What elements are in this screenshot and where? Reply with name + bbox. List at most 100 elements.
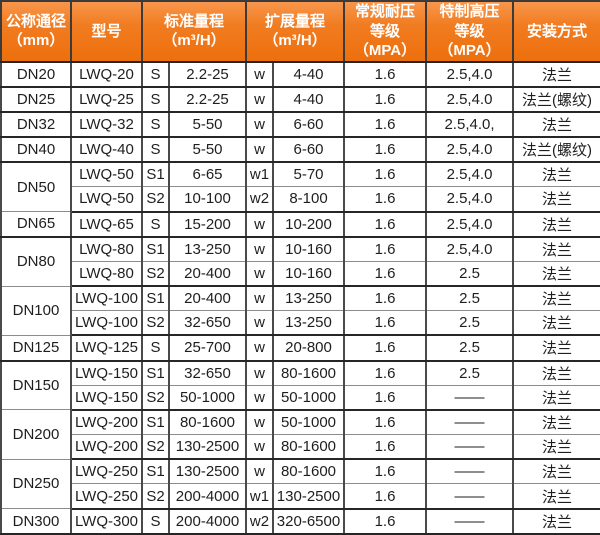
table-row: LWQ-80 S2 20-400 w 10-160 1.6 2.5 法兰 (1, 261, 600, 288)
cell-extended-code: w (245, 137, 274, 164)
cell-extended-code: w (245, 409, 274, 436)
cell-standard-code: S (141, 111, 170, 139)
table-row: DN200 LWQ-200 S1 80-1600 w 50-1000 1.6 —— 法兰 (0, 409, 600, 460)
cell-standard-range: 2.2-25 (168, 61, 247, 88)
cell-special-pressure: 2.5 (425, 360, 514, 386)
cell-extended-range: 130-2500 (272, 483, 345, 510)
cell-standard-range: 200-4000 (168, 483, 247, 510)
cell-standard-range: 20-400 (168, 286, 247, 312)
table-row: DN250 LWQ-250 S1 130-2500 w 80-1600 1.6 —— 法兰 (0, 459, 600, 510)
cell-install-method: 法兰 (512, 483, 600, 510)
header-row: 公称通径 （mm） 型号 标准量程 （m³/H） 扩展量程 （m³/H） 常规耐… (0, 0, 600, 63)
cell-standard-code: S2 (141, 434, 170, 461)
header-normal-pressure: 常规耐压 等级（MPA） (343, 0, 427, 63)
cell-special-pressure: 2.5 (425, 335, 514, 362)
cell-model: LWQ-40 (70, 137, 143, 164)
cell-special-pressure: —— (425, 459, 514, 485)
cell-standard-range: 20-400 (168, 261, 247, 288)
cell-nominal-diameter: DN300 (0, 508, 72, 535)
cell-nominal-diameter: DN50 (0, 162, 72, 213)
cell-nominal-diameter: DN80 (0, 236, 72, 287)
table-row: DN150 LWQ-150 S1 32-650 w 80-1600 1.6 2.5 法兰 (0, 360, 600, 411)
cell-extended-code: w2 (245, 508, 274, 535)
header-normal-pressure-line2: 等级（MPA） (353, 22, 417, 60)
cell-standard-code: S (141, 508, 170, 535)
cell-normal-pressure: 1.6 (343, 483, 427, 510)
header-special-pressure-line1: 特制高压 (439, 3, 500, 20)
cell-standard-code: S2 (141, 261, 170, 288)
cell-model: LWQ-80 (70, 261, 143, 288)
cell-standard-range: 15-200 (168, 211, 247, 238)
cell-normal-pressure: 1.6 (343, 459, 427, 485)
table-row: LWQ-150 S2 50-1000 w 50-1000 1.6 —— 法兰 (1, 385, 600, 411)
cell-extended-code: w (245, 236, 274, 262)
cell-normal-pressure: 1.6 (343, 162, 427, 188)
spec-table-body: DN20 LWQ-20 S 2.2-25 w 4-40 1.6 2.5,4.0 法兰 DN25 LW… (0, 61, 600, 535)
cell-install-method: 法兰 (512, 261, 600, 288)
cell-extended-code: w (245, 310, 274, 337)
header-standard-range: 标准量程 （m³/H） (141, 0, 247, 63)
cell-extended-code: w1 (245, 483, 274, 510)
cell-install-method: 法兰 (512, 211, 600, 238)
cell-model: LWQ-300 (70, 508, 143, 535)
cell-extended-range: 4-40 (272, 86, 345, 113)
table-row: DN32 LWQ-32 S 5-50 w 6-60 1.6 2.5,4.0, 法兰 (0, 111, 600, 139)
cell-install-method: 法兰 (512, 310, 600, 337)
cell-standard-range: 10-100 (168, 186, 247, 213)
cell-special-pressure: —— (425, 434, 514, 461)
cell-nominal-diameter: DN25 (0, 86, 72, 113)
header-extended-range: 扩展量程 （m³/H） (245, 0, 345, 63)
cell-normal-pressure: 1.6 (343, 434, 427, 461)
cell-special-pressure: 2.5 (425, 286, 514, 312)
cell-normal-pressure: 1.6 (343, 111, 427, 139)
cell-install-method: 法兰 (512, 286, 600, 312)
header-special-pressure: 特制高压 等级（MPA） (425, 0, 514, 63)
cell-normal-pressure: 1.6 (343, 61, 427, 88)
cell-extended-range: 10-160 (272, 261, 345, 288)
cell-normal-pressure: 1.6 (343, 137, 427, 164)
cell-extended-range: 6-60 (272, 137, 345, 164)
cell-install-method: 法兰(螺纹) (512, 137, 600, 164)
cell-normal-pressure: 1.6 (343, 236, 427, 262)
cell-extended-range: 50-1000 (272, 385, 345, 411)
cell-extended-code: w (245, 385, 274, 411)
cell-extended-range: 13-250 (272, 310, 345, 337)
cell-extended-code: w (245, 211, 274, 238)
cell-standard-range: 32-650 (168, 310, 247, 337)
cell-install-method: 法兰 (512, 409, 600, 436)
cell-extended-range: 80-1600 (272, 360, 345, 386)
header-special-pressure-line2: 等级（MPA） (438, 22, 501, 60)
table-row: DN80 LWQ-80 S1 13-250 w 10-160 1.6 2.5,4.0 法兰 (0, 236, 600, 287)
header-extended-range-line2: （m³/H） (263, 32, 327, 50)
cell-standard-code: S (141, 137, 170, 164)
cell-normal-pressure: 1.6 (343, 286, 427, 312)
cell-extended-code: w (245, 335, 274, 362)
cell-model: LWQ-20 (70, 61, 143, 88)
cell-extended-range: 20-800 (272, 335, 345, 362)
table-row: LWQ-50 S2 10-100 w2 8-100 1.6 2.5,4.0 法兰 (1, 186, 600, 213)
cell-nominal-diameter: DN20 (0, 61, 72, 88)
table-row: LWQ-200 S2 130-2500 w 80-1600 1.6 —— 法兰 (1, 434, 600, 461)
cell-extended-range: 5-70 (272, 162, 345, 188)
header-install-method: 安装方式 (512, 0, 600, 63)
cell-nominal-diameter: DN150 (0, 360, 72, 411)
cell-standard-code: S (141, 86, 170, 113)
header-nominal-diameter: 公称通径 （mm） (0, 0, 72, 63)
cell-install-method: 法兰 (512, 111, 600, 139)
cell-special-pressure: 2.5,4.0 (425, 61, 514, 88)
cell-extended-code: w (245, 111, 274, 139)
cell-normal-pressure: 1.6 (343, 508, 427, 535)
cell-extended-range: 4-40 (272, 61, 345, 88)
cell-model: LWQ-50 (70, 186, 143, 213)
cell-install-method: 法兰 (512, 459, 600, 485)
cell-standard-range: 32-650 (168, 360, 247, 386)
header-extended-range-line1: 扩展量程 (264, 12, 325, 30)
cell-standard-code: S1 (141, 459, 170, 485)
cell-model: LWQ-200 (70, 409, 143, 436)
cell-install-method: 法兰 (512, 434, 600, 461)
table-row: DN65 LWQ-65 S 15-200 w 10-200 1.6 2.5,4.0 法兰 (0, 211, 600, 238)
cell-standard-range: 2.2-25 (168, 86, 247, 113)
table-row: DN300 LWQ-300 S 200-4000 w2 320-6500 1.6 —— 法兰 (0, 508, 600, 535)
table-row: DN50 LWQ-50 S1 6-65 w1 5-70 1.6 2.5,4.0 法兰 (0, 162, 600, 213)
cell-extended-code: w (245, 261, 274, 288)
